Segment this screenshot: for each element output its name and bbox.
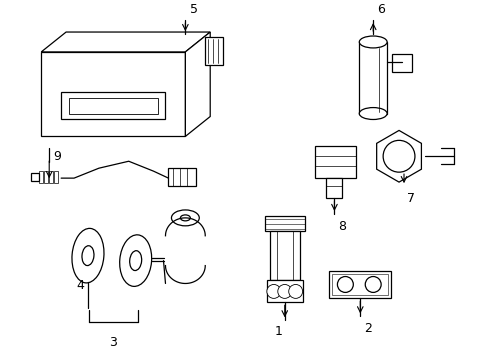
Bar [39,171,43,183]
Polygon shape [61,92,165,120]
Polygon shape [376,130,421,182]
Ellipse shape [359,36,386,48]
Ellipse shape [180,215,190,221]
Circle shape [383,140,414,172]
Polygon shape [41,52,185,136]
Bar [332,274,387,296]
Circle shape [288,284,302,298]
Text: 5: 5 [190,3,198,16]
Bar [359,42,386,113]
Bar [44,171,48,183]
Text: 8: 8 [338,220,346,233]
Bar [54,171,58,183]
Polygon shape [185,32,210,136]
Bar [168,168,196,186]
Ellipse shape [359,108,386,120]
Bar [329,271,390,298]
Text: 6: 6 [376,3,384,16]
Bar [264,216,304,231]
Circle shape [365,276,380,292]
Circle shape [266,284,280,298]
Bar [391,54,411,72]
Ellipse shape [171,210,199,226]
Bar [314,146,356,178]
Ellipse shape [72,228,104,283]
Text: 1: 1 [274,325,282,338]
Text: 4: 4 [76,279,84,292]
Bar [269,231,299,280]
Text: 3: 3 [109,336,117,349]
Text: 9: 9 [53,150,61,163]
Bar [31,173,39,181]
Polygon shape [41,32,210,52]
Bar [266,280,302,302]
Text: 2: 2 [364,322,371,335]
Ellipse shape [120,235,151,287]
Bar [326,178,342,198]
Circle shape [277,284,291,298]
Text: 7: 7 [406,192,414,205]
Ellipse shape [129,251,142,270]
Circle shape [337,276,353,292]
Bar [205,37,223,65]
Ellipse shape [82,246,94,266]
Polygon shape [69,98,157,113]
Bar [49,171,53,183]
